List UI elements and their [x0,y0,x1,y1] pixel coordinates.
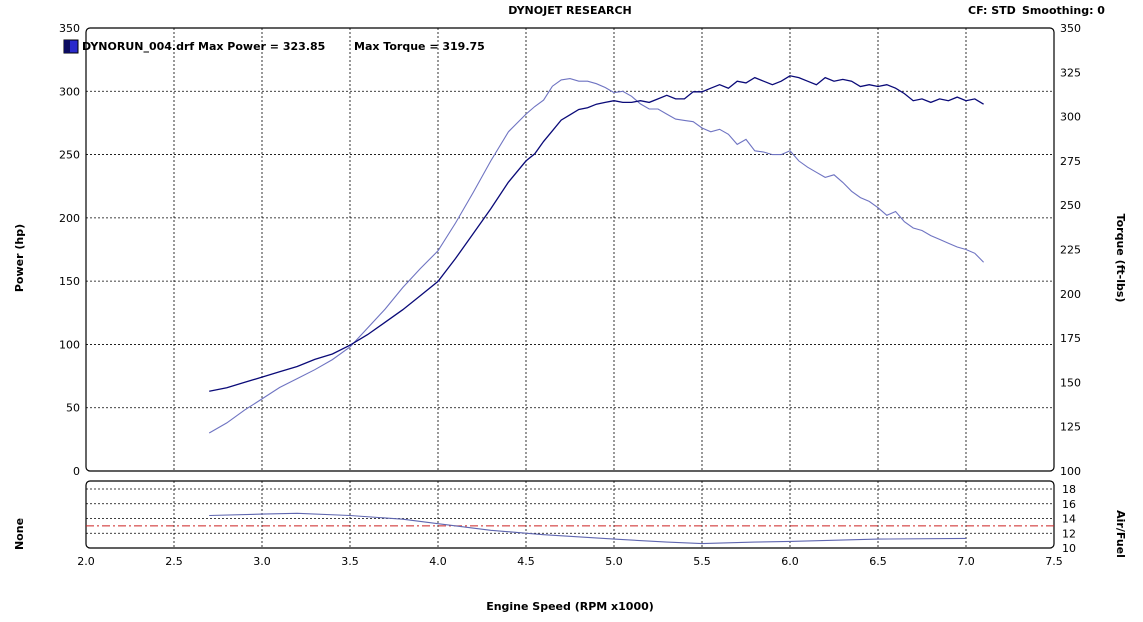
x-tick-label: 6.5 [869,555,887,568]
afr-tick-label: 12 [1062,527,1076,540]
afr-tick-label: 14 [1062,513,1076,526]
x-tick-label: 3.5 [341,555,359,568]
y-axis-title-right: Torque (ft-lbs) [1114,214,1127,303]
x-tick-label: 6.0 [781,555,799,568]
y-tick-label-left: 250 [59,149,80,162]
y-tick-label-left: 0 [73,465,80,478]
x-tick-label: 7.5 [1045,555,1063,568]
x-axis-title: Engine Speed (RPM x1000) [486,600,654,613]
torque-series-line [209,75,984,392]
afr-y-axis-title-left: None [13,518,26,550]
main-ticks: 0 50 100 150 200 250 300 350 100 125 150 175 200 225 2… [59,22,1081,478]
y-tick-label-right: 300 [1060,111,1081,124]
y-tick-label-right: 200 [1060,288,1081,301]
main-plot-frame [85,27,1055,472]
afr-y-axis-title-right: Air/Fuel [1114,510,1127,558]
x-tick-label: 2.0 [77,555,95,568]
x-tick-label: 5.5 [693,555,711,568]
power-series-line [208,78,984,434]
afr-tick-label: 18 [1062,483,1076,496]
x-tick-label: 3.0 [253,555,271,568]
smoothing-label: Smoothing: 0 [1022,4,1105,17]
x-tick-label: 7.0 [957,555,975,568]
afr-grid [86,481,1054,548]
y-tick-label-left: 350 [59,22,80,35]
y-tick-label-right: 100 [1060,465,1081,478]
y-tick-label-left: 100 [59,338,80,351]
y-tick-label-left: 50 [66,402,80,415]
afr-tick-label: 16 [1062,498,1076,511]
legend-file-text: DYNORUN_004.drf Max Power = 323.85 [82,40,325,53]
y-tick-label-right: 175 [1060,332,1081,345]
y-tick-label-left: 200 [59,212,80,225]
y-axis-title-left: Power (hp) [13,224,26,292]
y-tick-label-left: 300 [59,85,80,98]
y-tick-label-left: 150 [59,275,80,288]
x-tick-label: 4.5 [517,555,535,568]
legend-torque-text: Max Torque = 319.75 [354,40,485,53]
x-tick-label: 4.0 [429,555,447,568]
x-tick-label: 5.0 [605,555,623,568]
y-tick-label-right: 125 [1060,421,1081,434]
y-tick-label-right: 275 [1060,155,1081,168]
afr-series-line [209,512,967,545]
y-tick-label-right: 225 [1060,244,1081,257]
y-tick-label-right: 325 [1060,66,1081,79]
cf-label: CF: STD [968,4,1016,17]
afr-series [86,512,1054,545]
x-axis-ticks: 2.0 2.5 3.0 3.5 4.0 4.5 5.0 5.5 6.0 6.5 7.0 7.5 [77,555,1063,568]
afr-plot-frame [85,480,1055,549]
header-title: DYNOJET RESEARCH [508,4,631,17]
legend-swatch-shade [64,40,70,53]
y-tick-label-right: 350 [1060,22,1081,35]
y-tick-label-right: 150 [1060,376,1081,389]
afr-tick-label: 10 [1062,542,1076,555]
x-tick-label: 2.5 [165,555,183,568]
main-series [208,75,984,434]
y-tick-label-right: 250 [1060,199,1081,212]
